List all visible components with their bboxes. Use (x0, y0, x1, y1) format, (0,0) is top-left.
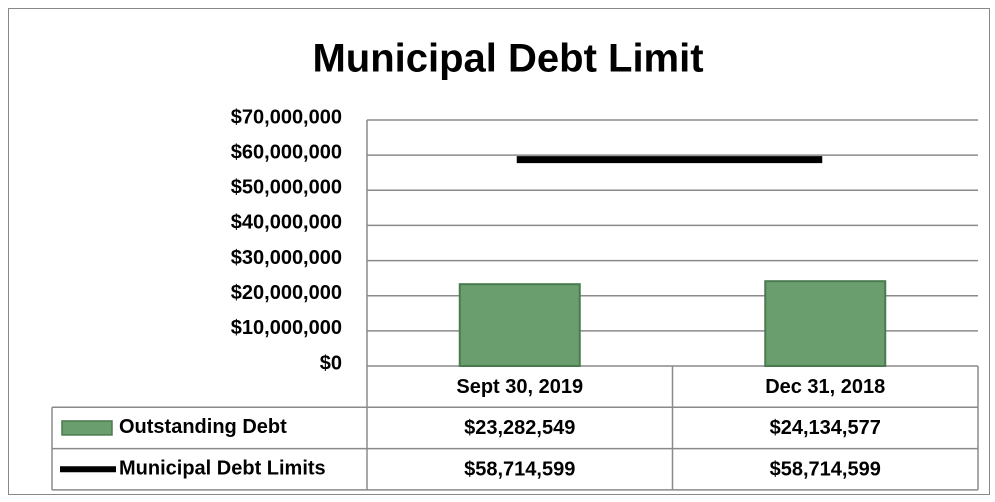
y-tick-label: $10,000,000 (231, 317, 342, 339)
legend-label: Municipal Debt Limits (119, 458, 326, 480)
y-tick-label: $50,000,000 (231, 177, 342, 199)
y-tick-label: $40,000,000 (231, 212, 342, 234)
table-value: $58,714,599 (770, 459, 881, 481)
table-value: $23,282,549 (464, 417, 575, 439)
y-tick-label: $70,000,000 (231, 106, 342, 128)
legend-key (61, 420, 113, 436)
x-tick-label: Dec 31, 2018 (765, 376, 885, 398)
bar (458, 283, 581, 367)
y-tick-label: $20,000,000 (231, 282, 342, 304)
chart-border (8, 8, 990, 495)
y-tick-label: $30,000,000 (231, 247, 342, 269)
table-value: $24,134,577 (770, 417, 881, 439)
y-tick-label: $0 (320, 352, 342, 374)
table-value: $58,714,599 (464, 459, 575, 481)
x-tick-label: Sept 30, 2019 (456, 376, 583, 398)
y-tick-label: $60,000,000 (231, 141, 342, 163)
chart-title: Municipal Debt Limit (312, 37, 703, 81)
bar (764, 280, 887, 367)
legend-label: Outstanding Debt (119, 416, 287, 438)
